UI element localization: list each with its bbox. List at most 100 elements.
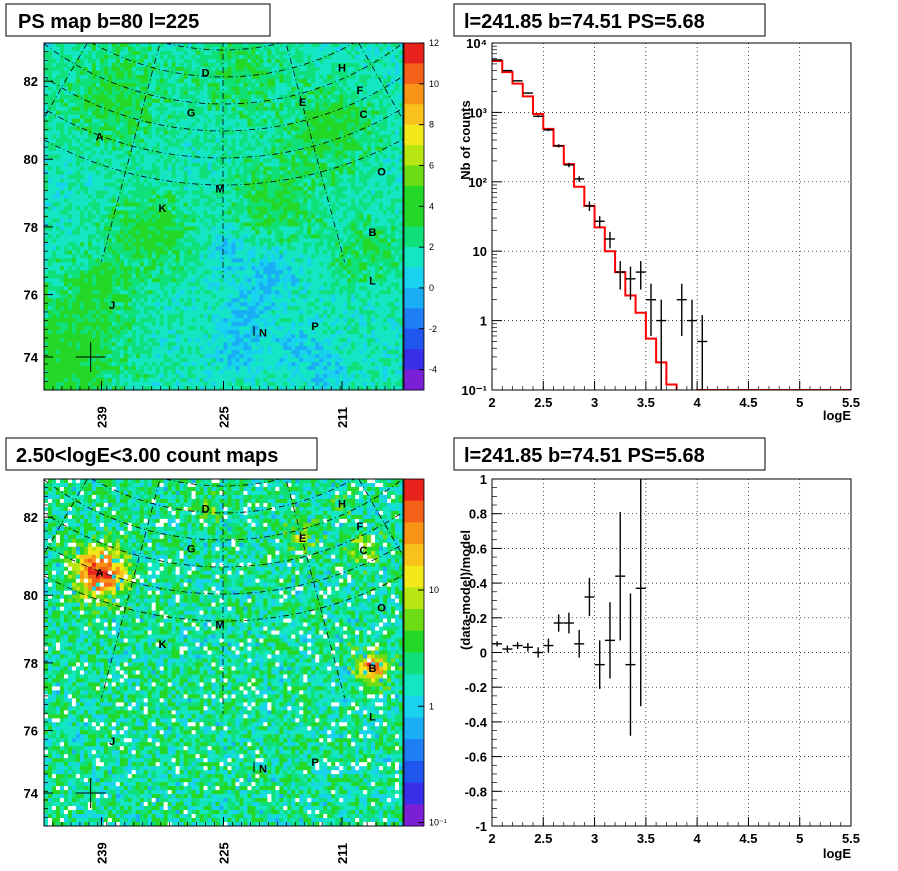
heatmap-cell [331, 166, 336, 172]
heatmap-cell [59, 258, 65, 263]
heatmap-cell [375, 206, 380, 211]
heatmap-cell [399, 206, 403, 211]
heatmap-cell [67, 222, 73, 227]
heatmap-cell [279, 62, 284, 68]
heatmap-cell [259, 218, 264, 223]
heatmap-cell [255, 162, 260, 168]
heatmap-cell [139, 142, 145, 148]
heatmap-cell [323, 226, 328, 231]
heatmap-cell [223, 90, 228, 96]
heatmap-cell [63, 94, 69, 100]
heatmap-cell [279, 138, 284, 144]
heatmap-cell [159, 214, 165, 219]
heatmap-cell [199, 74, 204, 80]
heatmap-cell [223, 66, 228, 72]
heatmap-cell [175, 146, 181, 152]
heatmap-cell [355, 246, 360, 251]
heatmap-cell [303, 162, 308, 168]
heatmap-cell [283, 246, 288, 251]
heatmap-cell [391, 178, 396, 183]
heatmap-cell [195, 194, 200, 199]
heatmap-cell [231, 258, 236, 263]
heatmap-cell [359, 234, 364, 239]
heatmap-cell [327, 174, 332, 180]
heatmap-cell [175, 50, 181, 56]
heatmap-cell [51, 114, 57, 120]
heatmap-cell [259, 58, 264, 64]
heatmap-cell [327, 90, 332, 96]
heatmap-cell [91, 90, 97, 96]
heatmap-cell [63, 130, 69, 136]
heatmap-cell [379, 174, 384, 180]
heatmap-cell [247, 90, 252, 96]
heatmap-cell [319, 98, 324, 104]
heatmap-cell [123, 130, 129, 136]
heatmap-cell [44, 94, 49, 100]
heatmap-cell [343, 234, 348, 239]
heatmap-cell [375, 154, 380, 160]
heatmap-cell [135, 170, 141, 176]
heatmap-cell [119, 138, 125, 144]
heatmap-cell [183, 210, 188, 215]
heatmap-cell [315, 90, 320, 96]
heatmap-cell [267, 134, 272, 140]
heatmap-cell [283, 198, 288, 203]
heatmap-cell [119, 154, 125, 160]
heatmap-cell [327, 94, 332, 100]
heatmap-cell [339, 206, 344, 211]
heatmap-cell [127, 50, 133, 56]
heatmap-cell [75, 174, 81, 180]
heatmap-cell [367, 250, 372, 255]
heatmap-cell [223, 154, 228, 160]
heatmap-cell [91, 210, 97, 215]
heatmap-cell [71, 262, 77, 267]
heatmap-cell [311, 94, 316, 100]
heatmap-cell [139, 158, 145, 164]
heatmap-cell [327, 54, 332, 60]
heatmap-cell [367, 226, 372, 231]
heatmap-cell [91, 74, 97, 80]
heatmap-cell [99, 262, 105, 267]
heatmap-cell [363, 142, 368, 148]
heatmap-cell [99, 102, 105, 108]
heatmap-cell [287, 162, 292, 168]
heatmap-cell [395, 150, 400, 156]
heatmap-cell [147, 238, 153, 243]
heatmap-cell [139, 58, 145, 64]
heatmap-cell [227, 70, 232, 76]
heatmap-cell [315, 82, 320, 88]
heatmap-cell [339, 234, 344, 239]
heatmap-cell [183, 66, 188, 72]
heatmap-cell [147, 54, 153, 60]
heatmap-cell [239, 238, 244, 243]
heatmap-cell [299, 126, 304, 132]
heatmap-cell [63, 54, 69, 60]
heatmap-cell [279, 242, 284, 247]
heatmap-cell [291, 170, 296, 176]
heatmap-cell [391, 238, 396, 243]
heatmap-cell [283, 114, 288, 120]
heatmap-cell [175, 242, 181, 247]
heatmap-cell [75, 58, 81, 64]
heatmap-cell [271, 78, 276, 84]
heatmap-cell [47, 54, 53, 60]
heatmap-cell [75, 214, 81, 219]
heatmap-cell [375, 230, 380, 235]
heatmap-cell [331, 110, 336, 116]
heatmap-cell [115, 102, 121, 108]
heatmap-cell [103, 94, 109, 100]
heatmap-cell [323, 254, 328, 259]
heatmap-cell [51, 66, 57, 72]
heatmap-cell [355, 230, 360, 235]
heatmap-cell [215, 210, 220, 215]
heatmap-cell [191, 126, 196, 132]
heatmap-cell [235, 70, 240, 76]
heatmap-cell [239, 74, 244, 80]
heatmap-cell [391, 158, 396, 164]
heatmap-cell [375, 210, 380, 215]
heatmap-cell [59, 146, 65, 152]
heatmap-cell [103, 226, 109, 231]
heatmap-cell [219, 206, 224, 211]
heatmap-cell [63, 106, 69, 112]
heatmap-cell [215, 222, 220, 227]
